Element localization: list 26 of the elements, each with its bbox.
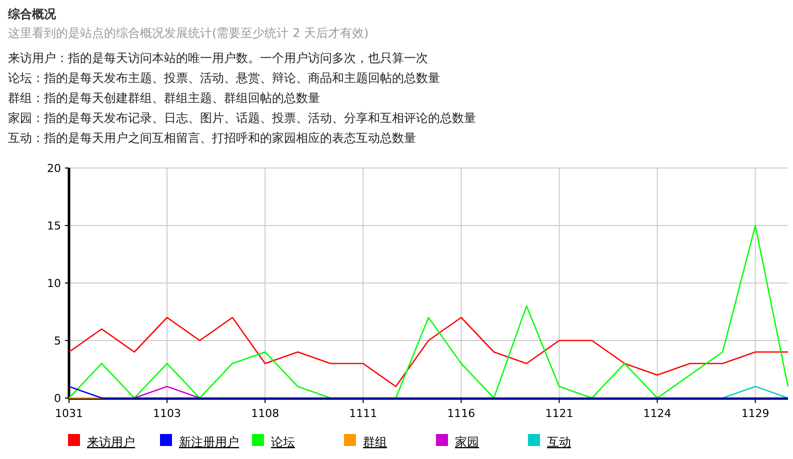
- y-tick-label: 0: [54, 392, 61, 405]
- x-tick-label: 1116: [447, 407, 476, 420]
- x-tick-label: 1108: [251, 407, 280, 420]
- legend-label: 来访用户: [87, 435, 135, 449]
- y-tick-label: 20: [47, 162, 61, 175]
- x-tick-label: 1031: [55, 407, 83, 420]
- chart-subtitle: 这里看到的是站点的综合概况发展统计(需要至少统计 2 天后才有效): [8, 26, 369, 40]
- legend-label: 群组: [363, 435, 387, 449]
- y-tick-label: 10: [47, 277, 61, 290]
- legend-label: 新注册用户: [179, 435, 239, 449]
- text: 论坛：指的是每天发布主题、投票、活动、悬赏、辩论、商品和主题回帖的总数量: [8, 71, 440, 85]
- x-tick-label: 1124: [643, 407, 672, 420]
- y-tick-label: 5: [54, 334, 61, 348]
- legend-label: 论坛: [271, 435, 295, 449]
- y-tick-label: 15: [47, 220, 61, 232]
- text: 家园：指的是每天发布记录、日志、图片、话题、投票、活动、分享和互相评论的总数量: [8, 111, 476, 125]
- text: 来访用户：指的是每天访问本站的唯一用户数。一个用户访问多次，也只算一次: [8, 51, 428, 65]
- text: 群组：指的是每天创建群组、群组主题、群组回帖的总数量: [8, 91, 320, 105]
- x-tick-label: 1111: [349, 407, 378, 420]
- x-tick-label: 1129: [741, 407, 770, 420]
- text: 互动：指的是每天用户之间互相留言、打招呼和的家园相应的表态互动总数量: [8, 131, 416, 145]
- chart-title: 综合概况: [7, 7, 57, 21]
- legend-label: 互动: [547, 435, 571, 449]
- x-tick-label: 1121: [545, 407, 574, 420]
- legend-label: 家园: [455, 435, 479, 449]
- x-tick-label: 1103: [153, 407, 182, 420]
